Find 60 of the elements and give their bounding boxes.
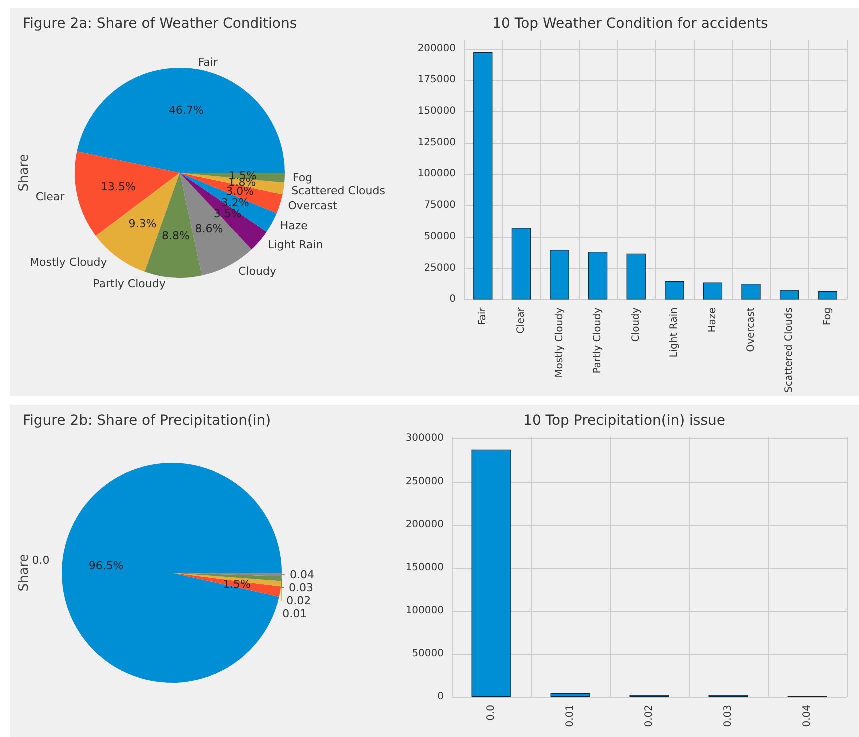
slice-label: Scattered Clouds: [292, 184, 386, 198]
y-tick-label: 0: [438, 692, 444, 702]
y-tick-label: 25000: [424, 262, 456, 274]
slice-label: 0.01: [282, 607, 308, 620]
data-label: 96.5%: [88, 559, 124, 572]
x-tick-label: Overcast: [746, 308, 757, 352]
slice-label: Light Rain: [268, 238, 324, 252]
y-tick-label: 300000: [406, 433, 444, 444]
chart-title: Figure 2b: Share of Precipitation(in): [23, 413, 272, 429]
data-label: 8.6%: [195, 222, 224, 236]
data-label: 3.0%: [226, 185, 254, 198]
slice-label: Overcast: [288, 200, 338, 213]
chart-title: 10 Top Precipitation(in) issue: [524, 413, 726, 429]
y-tick-label: 100000: [406, 605, 444, 616]
data-label: 1.5%: [223, 578, 251, 591]
y-tick-label: 200000: [406, 519, 444, 530]
x-tick-label: Partly Cloudy: [592, 308, 604, 374]
x-tick-label: Fog: [822, 308, 834, 326]
y-tick-label: 250000: [406, 476, 444, 488]
x-tick-label: Scattered Clouds: [784, 308, 796, 393]
data-label: 13.5%: [101, 180, 136, 194]
x-tick-label: Haze: [707, 308, 718, 333]
y-tick-label: 150000: [418, 106, 456, 118]
y-tick-label: 125000: [418, 137, 456, 148]
slice-label: Fog: [292, 172, 313, 185]
x-tick-label: Clear: [516, 306, 527, 334]
y-tick-label: 50000: [424, 231, 456, 242]
text: Share: [17, 154, 32, 192]
slice-label: Mostly Cloudy: [30, 256, 108, 269]
y-tick-label: 75000: [424, 200, 456, 212]
y-tick-label: 50000: [412, 648, 444, 660]
slice-label: Fair: [198, 56, 218, 70]
x-tick-label: Mostly Cloudy: [554, 308, 566, 378]
slice-label: Haze: [280, 219, 308, 232]
slice-label: 0.04: [290, 568, 314, 582]
y-tick-label: 150000: [406, 562, 444, 574]
data-label: 46.7%: [168, 104, 204, 117]
slice-label: Clear: [36, 190, 66, 204]
slice-label: 0.0: [32, 554, 50, 567]
slice-label: 0.02: [286, 594, 312, 608]
chart-title: Figure 2a: Share of Weather Conditions: [23, 16, 298, 32]
data-label: 9.3%: [128, 217, 157, 230]
y-tick-label: 175000: [418, 74, 456, 86]
slice-label: Cloudy: [238, 264, 277, 278]
x-tick-label: 0.03: [723, 705, 734, 728]
y-tick-label: 0: [450, 294, 456, 306]
x-tick-label: Fair: [478, 306, 489, 326]
x-tick-label: 0.0: [486, 705, 497, 721]
x-tick-label: 0.01: [565, 705, 576, 728]
x-tick-label: 0.04: [802, 705, 813, 728]
slice-label: 0.03: [289, 581, 314, 594]
y-tick-label: 100000: [418, 168, 456, 180]
x-tick-label: Cloudy: [630, 308, 642, 342]
chart-title: 10 Top Weather Condition for accidents: [492, 16, 768, 32]
data-label: 8.8%: [162, 229, 190, 242]
text: Share: [17, 554, 32, 592]
x-tick-label: Light Rain: [669, 308, 680, 358]
y-tick-label: 200000: [418, 43, 456, 54]
x-tick-label: 0.02: [644, 705, 655, 728]
slice-label: Partly Cloudy: [93, 277, 166, 290]
